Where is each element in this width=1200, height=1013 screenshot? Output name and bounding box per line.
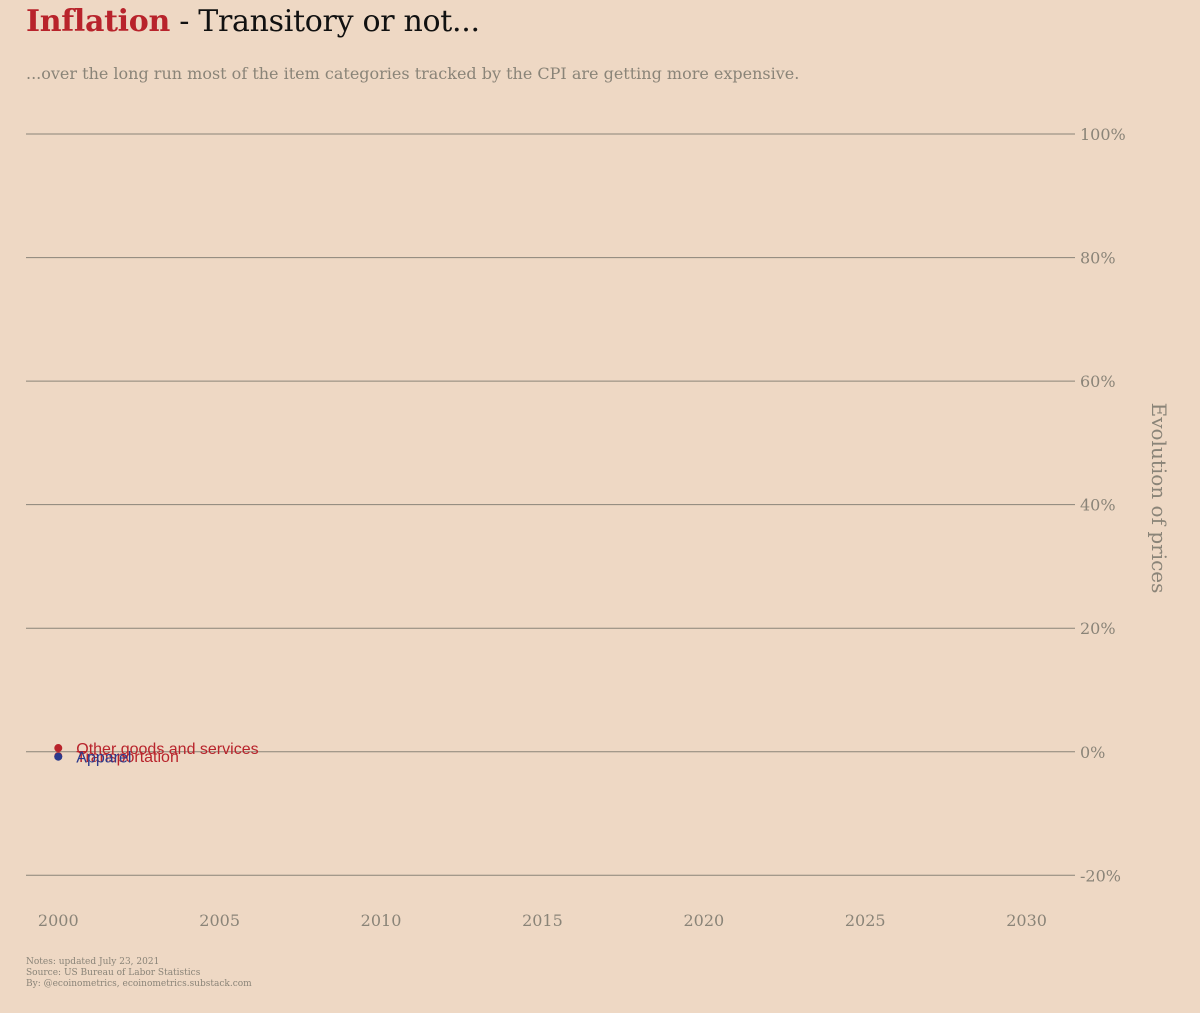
x-axis-ticks: 2000 2005 2010 2015 2020 2025 2030 <box>38 911 1047 930</box>
series-group: Other goods and servicesTransportationAp… <box>54 741 259 767</box>
x-tick-label: 2005 <box>199 911 240 930</box>
y-tick-label: 100% <box>1080 125 1126 144</box>
y-axis-label: Evolution of prices <box>1147 403 1171 594</box>
x-tick-label: 2030 <box>1006 911 1047 930</box>
y-tick-label: 80% <box>1080 249 1116 268</box>
y-tick-label: 40% <box>1080 496 1116 515</box>
y-axis-ticks: 100% 80% 60% 40% 20% 0% -20% <box>1080 125 1126 885</box>
notes-source: Source: US Bureau of Labor Statistics <box>26 968 201 978</box>
y-tick-label: 20% <box>1080 619 1116 638</box>
notes-byline: By: @ecoinometrics, ecoinometrics.substa… <box>26 979 252 989</box>
series-label: Apparel <box>76 750 131 767</box>
y-tick-label: 60% <box>1080 372 1116 391</box>
title-highlight: Inflation <box>26 4 170 39</box>
series-point <box>54 744 63 753</box>
y-tick-label: 0% <box>1080 743 1105 762</box>
series-label: Transportation <box>76 749 179 766</box>
chart-subtitle: ...over the long run most of the item ca… <box>26 64 800 83</box>
series-point <box>54 752 63 761</box>
y-tick-label: -20% <box>1080 866 1121 885</box>
x-tick-label: 2000 <box>38 911 79 930</box>
x-tick-label: 2025 <box>845 911 886 930</box>
grid-lines <box>26 133 1075 876</box>
x-tick-label: 2020 <box>683 911 724 930</box>
x-tick-label: 2010 <box>361 911 402 930</box>
chart-notes: Notes: updated July 23, 2021 Source: US … <box>26 957 252 990</box>
chart-title: Inflation - Transitory or not... <box>26 4 480 39</box>
notes-updated: Notes: updated July 23, 2021 <box>26 957 160 967</box>
x-tick-label: 2015 <box>522 911 563 930</box>
title-rest: - Transitory or not... <box>169 4 480 39</box>
series-label: Other goods and services <box>76 741 258 758</box>
